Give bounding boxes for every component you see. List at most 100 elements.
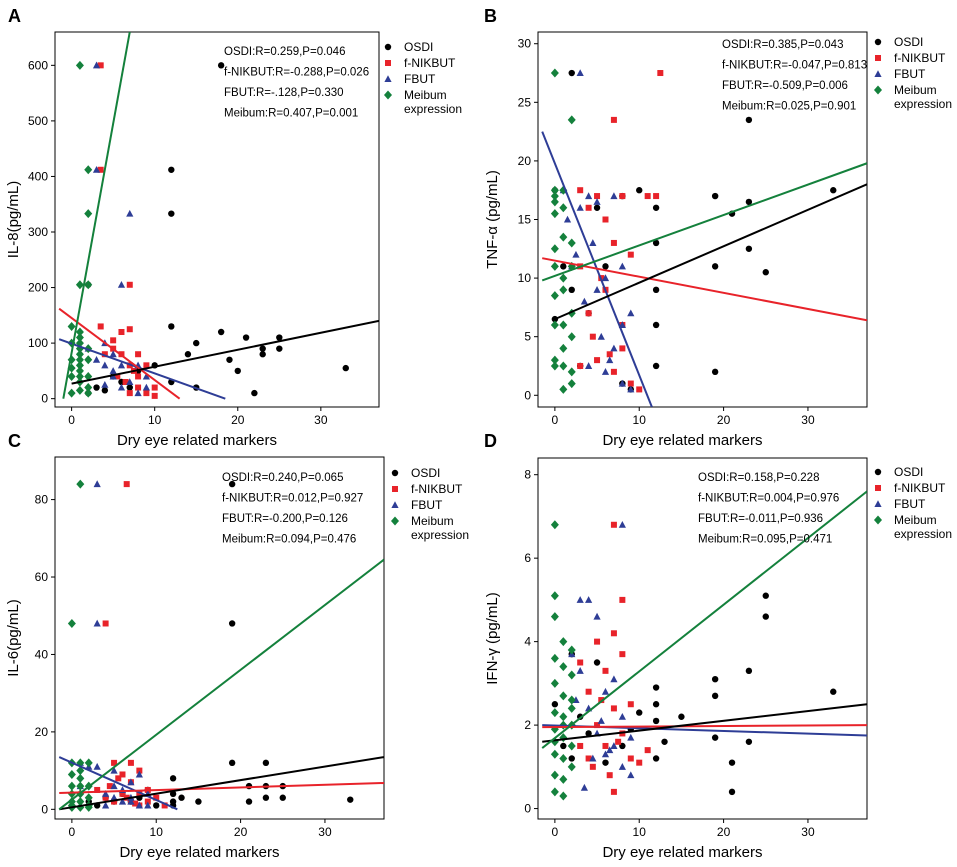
point-f-nikbut bbox=[143, 362, 150, 369]
point-meibum bbox=[76, 797, 85, 807]
point-f-nikbut bbox=[627, 755, 634, 762]
point-fbut bbox=[142, 372, 150, 380]
point-osdi bbox=[276, 334, 283, 341]
x-tick-label: 30 bbox=[801, 825, 815, 839]
point-osdi bbox=[568, 69, 575, 77]
point-meibum bbox=[84, 793, 93, 803]
point-f-nikbut bbox=[619, 193, 626, 200]
fit-line-meibum bbox=[541, 162, 867, 282]
point-meibum bbox=[84, 355, 93, 365]
legend-marker-fbut bbox=[874, 500, 882, 507]
legend-marker-fbut bbox=[874, 70, 882, 77]
stat-annotation: f-NIKBUT:R=-0.288,P=0.026 bbox=[224, 67, 369, 79]
point-osdi bbox=[560, 263, 567, 270]
point-osdi bbox=[568, 755, 575, 762]
legend-marker-meibum bbox=[874, 515, 882, 525]
point-osdi bbox=[830, 187, 837, 194]
point-osdi bbox=[245, 798, 253, 805]
point-fbut bbox=[576, 596, 584, 603]
point-osdi bbox=[168, 210, 175, 217]
legend-marker-f-nikbut bbox=[875, 55, 881, 61]
point-f-nikbut bbox=[610, 521, 617, 528]
point-fbut bbox=[109, 350, 117, 358]
legend-marker-fbut bbox=[391, 501, 399, 508]
x-tick-label: 30 bbox=[318, 825, 332, 839]
point-fbut bbox=[101, 361, 109, 369]
point-f-nikbut bbox=[585, 204, 592, 211]
point-meibum bbox=[550, 591, 559, 601]
legend-label: f-NIKBUT bbox=[894, 51, 946, 65]
point-meibum bbox=[567, 367, 576, 377]
legend-label: Meibum expression bbox=[894, 83, 952, 111]
stat-annotation: Meibum:R=0.407,P=0.001 bbox=[224, 108, 358, 120]
point-osdi bbox=[745, 738, 753, 745]
point-fbut bbox=[610, 675, 618, 683]
point-f-nikbut bbox=[126, 326, 133, 333]
point-fbut bbox=[127, 778, 135, 786]
point-fbut bbox=[580, 297, 588, 305]
point-meibum bbox=[76, 773, 85, 783]
panel-letter: D bbox=[484, 431, 497, 451]
point-osdi bbox=[711, 734, 719, 741]
point-osdi bbox=[276, 345, 283, 352]
point-meibum bbox=[550, 612, 559, 622]
point-osdi bbox=[652, 362, 660, 370]
point-f-nikbut bbox=[151, 392, 158, 399]
point-osdi bbox=[830, 688, 837, 695]
legend-marker-osdi bbox=[391, 469, 399, 477]
point-f-nikbut bbox=[610, 239, 617, 246]
point-fbut bbox=[135, 770, 143, 778]
point-fbut bbox=[597, 717, 605, 724]
point-meibum bbox=[550, 770, 559, 780]
point-meibum bbox=[550, 355, 559, 365]
point-osdi bbox=[762, 269, 769, 276]
point-meibum bbox=[550, 708, 559, 718]
point-fbut bbox=[618, 763, 626, 770]
x-tick-label: 0 bbox=[552, 825, 559, 839]
point-fbut bbox=[580, 783, 588, 791]
point-meibum bbox=[559, 384, 568, 394]
point-osdi bbox=[101, 387, 109, 394]
point-osdi bbox=[228, 759, 236, 767]
data-points bbox=[550, 68, 837, 394]
fit-line-f-nikbut bbox=[542, 257, 867, 322]
legend-marker-meibum bbox=[391, 516, 399, 526]
legend-marker-osdi bbox=[874, 38, 882, 46]
point-f-nikbut bbox=[627, 701, 634, 708]
point-f-nikbut bbox=[111, 759, 118, 766]
point-fbut bbox=[126, 378, 134, 385]
legend: OSDI f-NIKBUT FBUT Meibum expression bbox=[391, 466, 469, 542]
point-osdi bbox=[184, 351, 192, 358]
point-meibum bbox=[567, 670, 576, 680]
fit-lines bbox=[541, 131, 867, 407]
point-fbut bbox=[110, 793, 118, 801]
point-osdi bbox=[168, 166, 175, 173]
point-meibum bbox=[550, 749, 559, 759]
point-f-nikbut bbox=[111, 798, 118, 805]
point-osdi bbox=[745, 198, 753, 206]
point-f-nikbut bbox=[135, 373, 142, 380]
point-osdi bbox=[195, 798, 202, 805]
fit-line-f-nikbut bbox=[59, 781, 384, 795]
point-meibum bbox=[75, 366, 84, 376]
point-fbut bbox=[117, 280, 126, 288]
point-osdi bbox=[226, 356, 233, 363]
point-fbut bbox=[627, 385, 635, 393]
y-tick-label: 6 bbox=[524, 551, 531, 565]
point-f-nikbut bbox=[135, 351, 142, 358]
point-fbut bbox=[110, 782, 118, 790]
point-f-nikbut bbox=[136, 767, 143, 774]
legend-marker-osdi bbox=[384, 43, 392, 51]
point-fbut bbox=[610, 344, 618, 352]
x-tick-label: 10 bbox=[633, 825, 647, 839]
x-tick-label: 0 bbox=[68, 413, 75, 427]
point-f-nikbut bbox=[585, 310, 592, 317]
point-osdi bbox=[652, 684, 660, 691]
point-meibum bbox=[567, 645, 576, 655]
point-fbut bbox=[618, 520, 626, 528]
stat-annotation: OSDI:R=0.259,P=0.046 bbox=[224, 46, 345, 58]
stat-annotation: Meibum:R=0.094,P=0.476 bbox=[222, 534, 356, 546]
x-tick-label: 10 bbox=[633, 413, 647, 427]
